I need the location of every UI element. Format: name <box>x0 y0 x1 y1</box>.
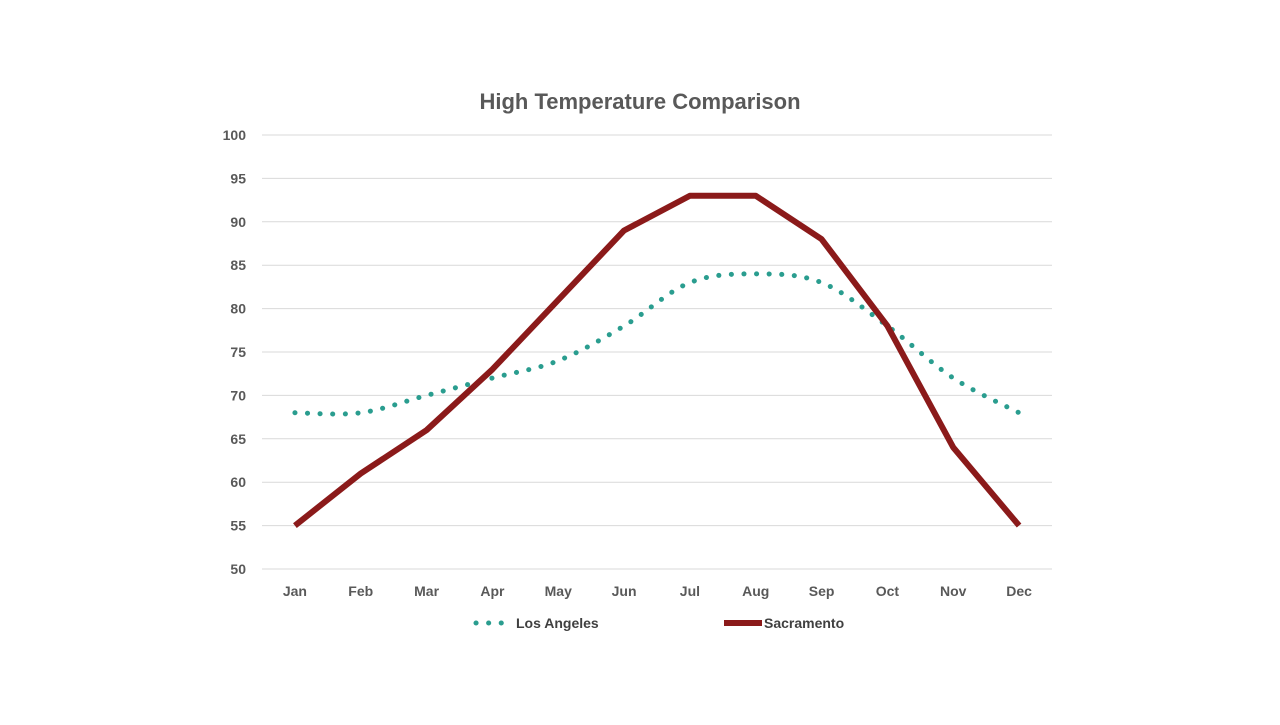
x-tick-label: May <box>545 583 572 599</box>
y-tick-label: 80 <box>230 301 246 317</box>
y-tick-label: 50 <box>230 561 246 577</box>
y-tick-label: 75 <box>230 344 246 360</box>
x-tick-label: Oct <box>876 583 900 599</box>
x-axis: Jan Feb Mar Apr May Jun Jul Aug Sep Oct Nov Dec <box>283 583 1032 599</box>
legend: Los Angeles Sacramento <box>476 615 844 631</box>
y-tick-label: 60 <box>230 474 246 490</box>
x-tick-label: Nov <box>940 583 967 599</box>
chart-title: High Temperature Comparison <box>479 89 800 114</box>
y-axis: 50 55 60 65 70 75 80 85 90 95 100 <box>223 127 247 577</box>
x-tick-label: Mar <box>414 583 439 599</box>
y-tick-label: 100 <box>223 127 247 143</box>
x-tick-label: Apr <box>480 583 505 599</box>
legend-label-sacramento: Sacramento <box>764 615 844 631</box>
y-tick-label: 95 <box>230 170 246 186</box>
y-tick-label: 85 <box>230 257 246 273</box>
y-tick-label: 70 <box>230 387 246 403</box>
x-tick-label: Sep <box>809 583 835 599</box>
x-tick-label: Jun <box>612 583 637 599</box>
x-tick-label: Jul <box>680 583 700 599</box>
x-tick-label: Jan <box>283 583 307 599</box>
series-line-sacramento <box>295 196 1019 526</box>
gridlines <box>262 135 1052 569</box>
y-tick-label: 55 <box>230 518 246 534</box>
series-group <box>295 196 1019 526</box>
series-line-los-angeles <box>295 274 1019 414</box>
x-tick-label: Dec <box>1006 583 1032 599</box>
x-tick-label: Feb <box>348 583 373 599</box>
legend-label-los-angeles: Los Angeles <box>516 615 599 631</box>
y-tick-label: 90 <box>230 214 246 230</box>
x-tick-label: Aug <box>742 583 769 599</box>
y-tick-label: 65 <box>230 431 246 447</box>
